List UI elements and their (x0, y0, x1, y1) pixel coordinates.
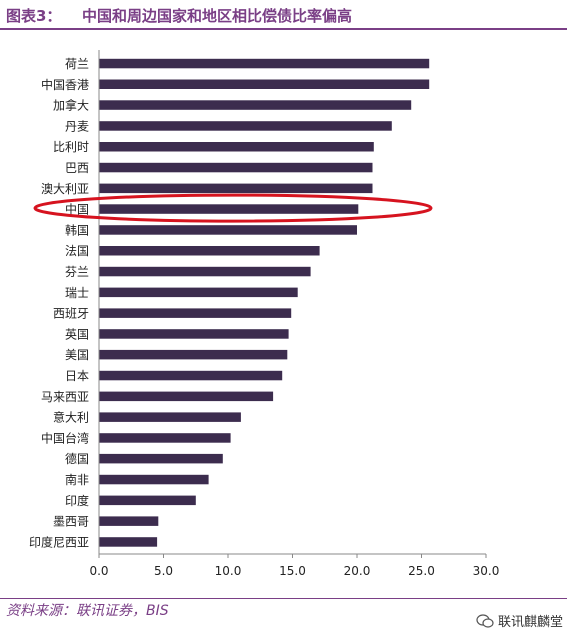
category-label: 马来西亚 (41, 390, 89, 404)
x-tick-label: 0.0 (89, 564, 108, 578)
bar (99, 453, 223, 464)
bar (99, 495, 196, 506)
figure-header: 图表3： 中国和周边国家和地区相比偿债比率偏高 (0, 0, 567, 30)
category-label: 美国 (65, 348, 89, 362)
category-label: 瑞士 (65, 286, 89, 300)
title-divider (0, 28, 567, 30)
bar (99, 183, 373, 194)
category-label: 澳大利亚 (41, 182, 89, 196)
category-label: 芬兰 (65, 265, 89, 279)
category-label: 德国 (65, 451, 89, 466)
category-label: 韩国 (65, 222, 89, 237)
category-label: 日本 (65, 369, 89, 383)
category-label: 中国香港 (41, 77, 89, 92)
category-label: 意大利 (53, 410, 89, 425)
bar (99, 266, 311, 277)
source-note: 资料来源：联讯证券，BIS (6, 603, 169, 619)
bar (99, 474, 209, 485)
bar (99, 246, 320, 256)
category-label: 英国 (65, 327, 89, 341)
category-label: 法国 (65, 244, 89, 258)
category-label: 印度尼西亚 (29, 534, 89, 549)
bar (99, 537, 158, 547)
category-label: 西班牙 (53, 307, 89, 321)
category-label: 中国 (65, 202, 89, 217)
bar (99, 516, 159, 526)
bar (99, 79, 430, 89)
bar (99, 100, 412, 110)
x-tick-label: 15.0 (279, 564, 306, 578)
wechat-icon (476, 613, 494, 628)
chart-title: 中国和周边国家和地区相比偿债比率偏高 (82, 7, 353, 25)
source-divider (0, 598, 567, 599)
x-tick-label: 20.0 (344, 564, 371, 578)
highlight-ellipse (33, 193, 433, 223)
category-label: 巴西 (65, 161, 89, 175)
bar (99, 162, 373, 173)
bar (99, 308, 292, 318)
bar (99, 58, 430, 69)
bar (99, 121, 392, 131)
x-tick-label: 5.0 (154, 564, 173, 578)
watermark: 联讯麒麟堂 (476, 611, 563, 630)
bar (99, 412, 241, 422)
bar (99, 433, 231, 443)
category-label: 比利时 (53, 140, 89, 154)
watermark-text: 联讯麒麟堂 (497, 615, 563, 630)
x-tick-label: 30.0 (473, 564, 500, 578)
bar (99, 370, 283, 381)
x-tick-label: 10.0 (215, 564, 242, 578)
bar (99, 391, 274, 402)
x-tick-label: 25.0 (408, 564, 435, 578)
category-label: 印度 (65, 493, 89, 508)
category-label: 加拿大 (53, 98, 89, 113)
bar-chart: 荷兰中国香港加拿大丹麦比利时巴西澳大利亚中国韩国法国芬兰瑞士西班牙英国美国日本马… (29, 50, 500, 578)
category-label: 荷兰 (65, 57, 89, 71)
bar (99, 329, 289, 339)
bar (99, 349, 288, 360)
figure-label: 图表3： (6, 7, 62, 25)
bar (99, 204, 359, 214)
bar (99, 225, 357, 235)
category-label: 丹麦 (65, 119, 89, 133)
bar (99, 287, 298, 298)
bar (99, 142, 374, 152)
category-label: 中国台湾 (41, 430, 89, 445)
category-label: 南非 (65, 472, 89, 487)
category-label: 墨西哥 (53, 515, 89, 529)
